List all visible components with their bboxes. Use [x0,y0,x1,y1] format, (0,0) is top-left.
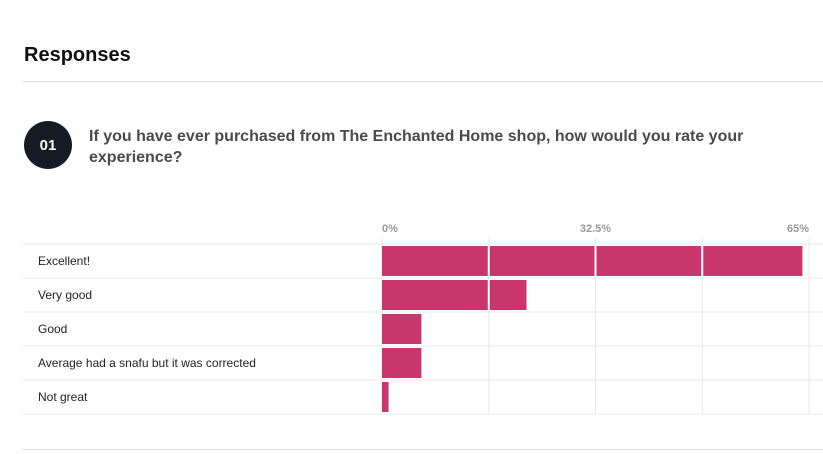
bar [382,246,803,276]
category-label: Excellent! [38,254,90,268]
bar [382,314,422,344]
question-number-badge: 01 [24,121,72,169]
tick-label: 0% [382,223,398,235]
bar [382,348,422,378]
section-divider [23,81,823,82]
category-label: Very good [38,288,92,302]
category-label: Good [38,322,67,336]
response-bar-chart: 0% 32.5% 65% Excellent! Very good Good Average… [23,223,823,415]
tick-label: 32.5% [580,223,611,235]
category-label: Not great [38,390,88,404]
tick-label: 65% [787,223,809,235]
section-bottom-divider [23,449,823,450]
question-text: If you have ever purchased from The Ench… [89,128,744,166]
section-title: Responses [24,44,131,66]
bar [382,280,527,310]
bar [382,382,389,412]
category-label: Average had a snafu but it was corrected [38,356,256,370]
